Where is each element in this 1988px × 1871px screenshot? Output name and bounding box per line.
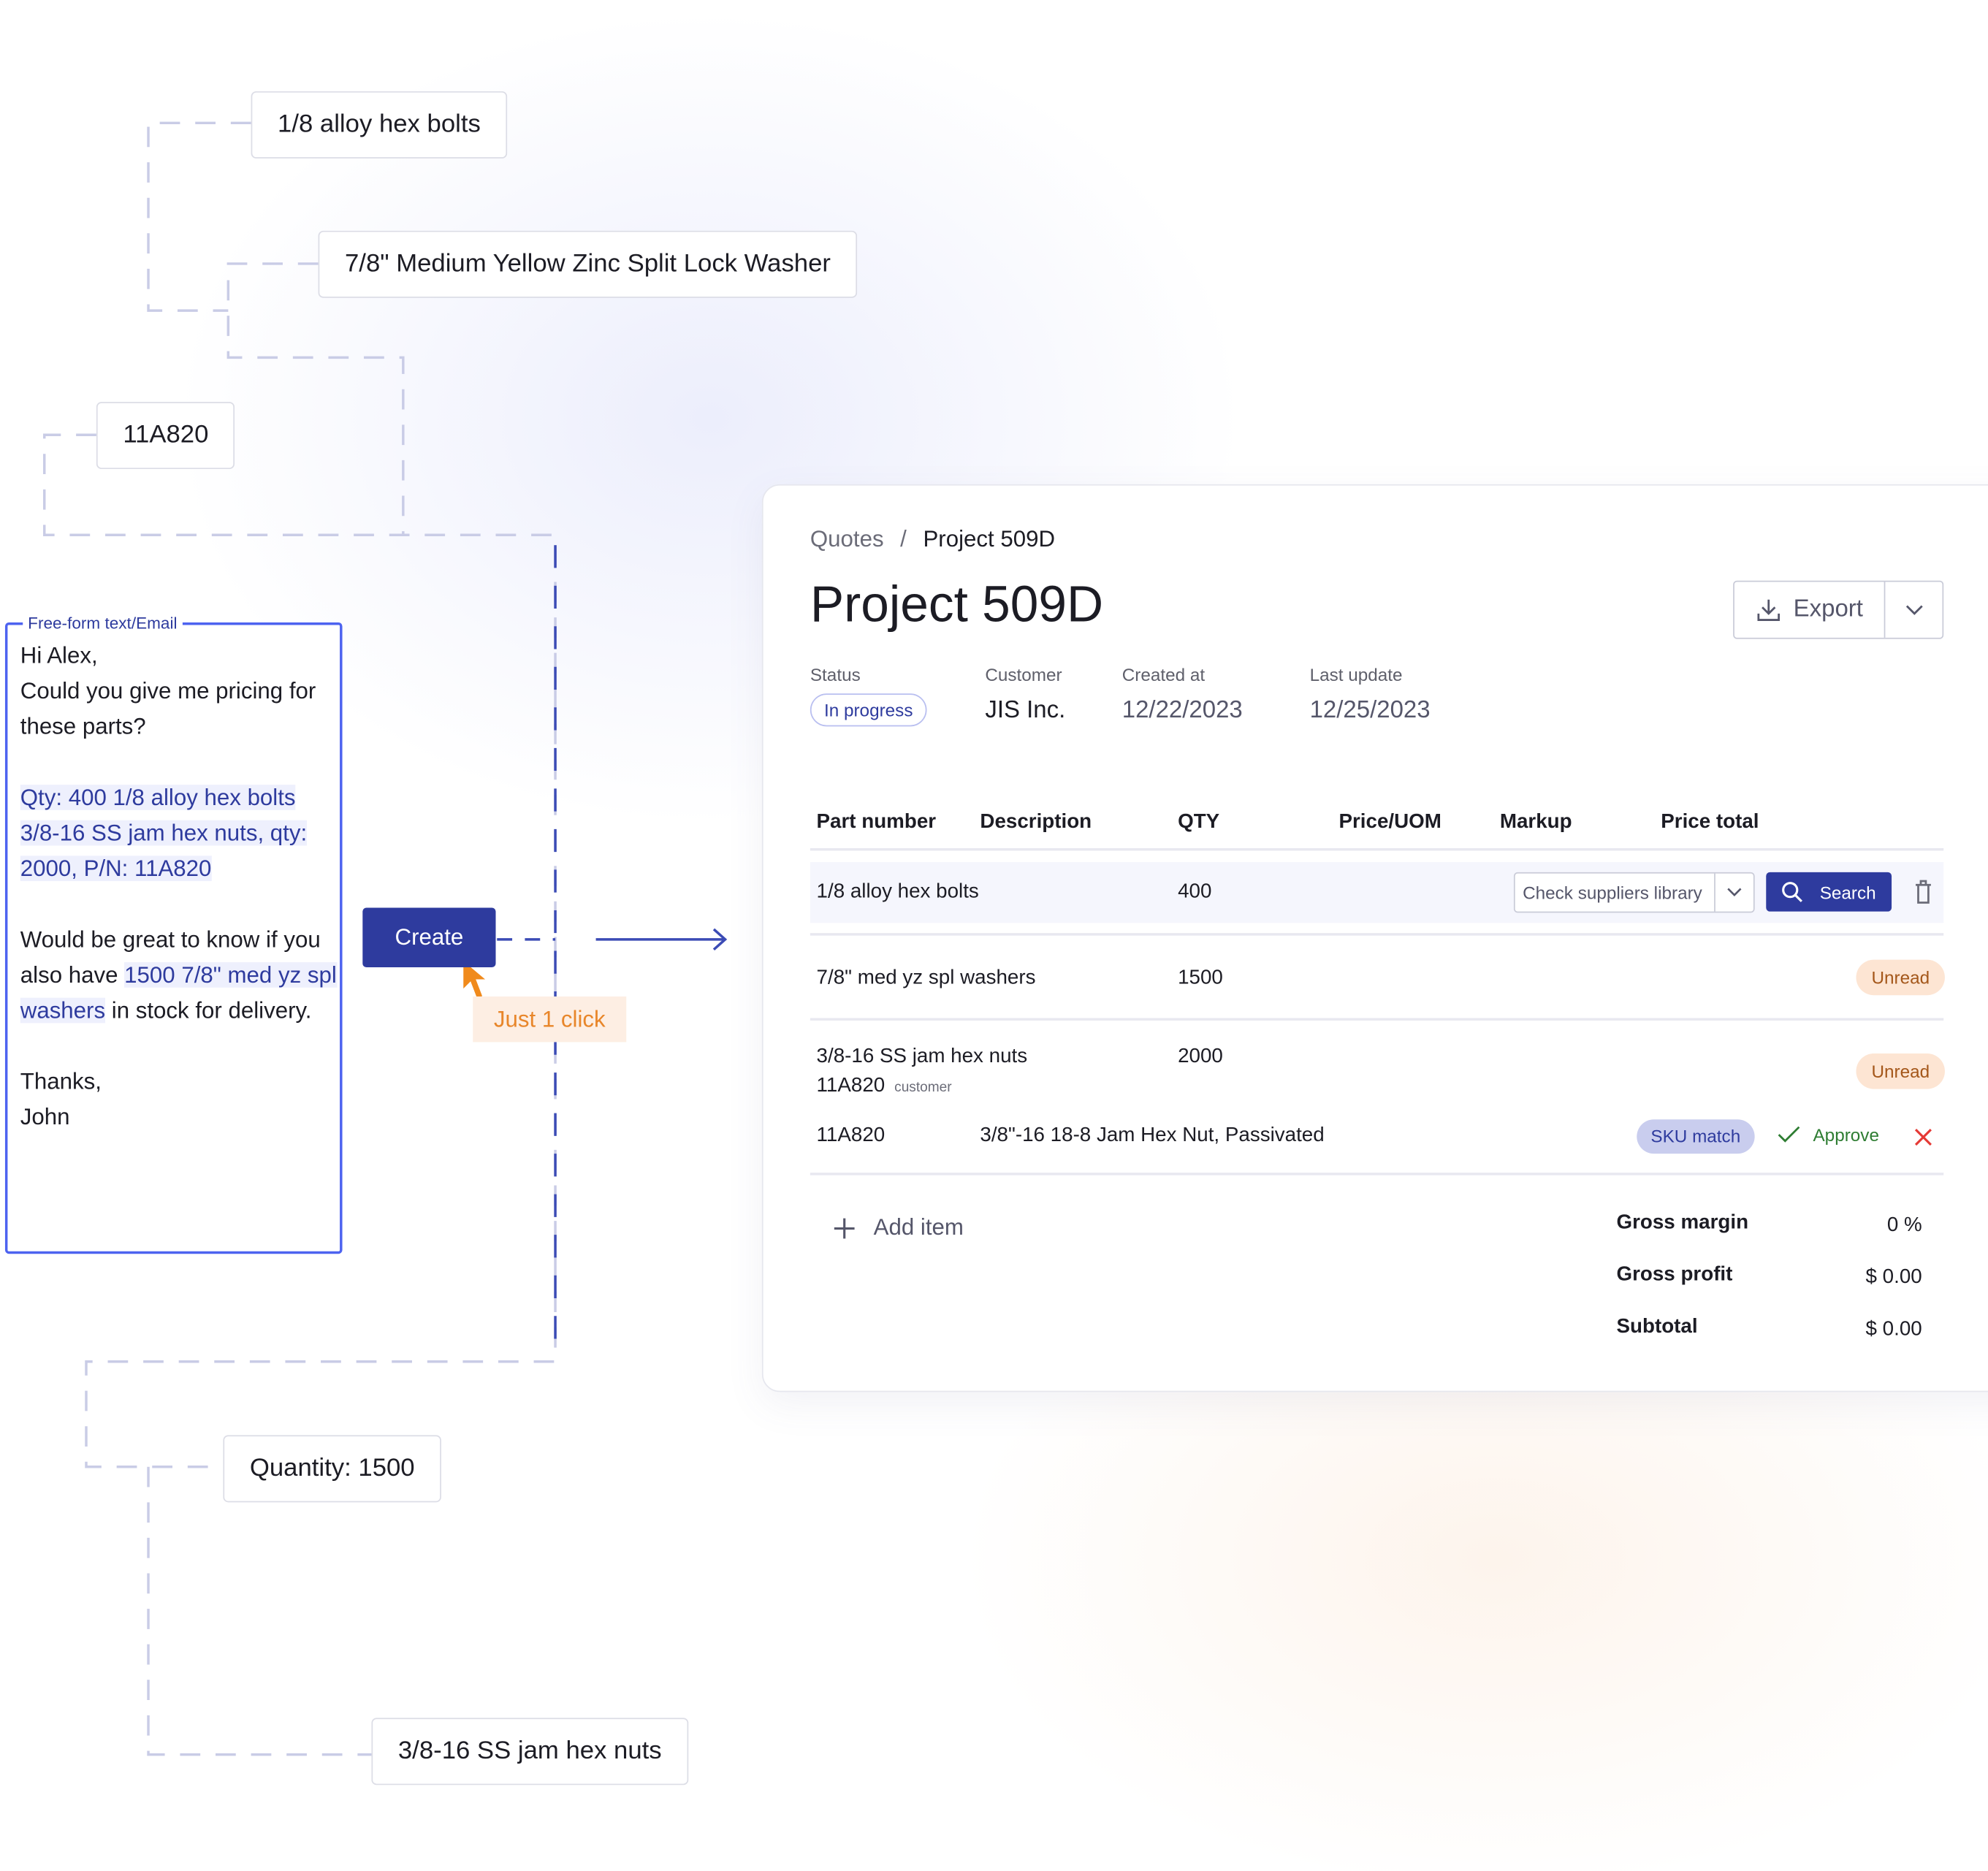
- col-price-uom: Price/UOM: [1338, 811, 1442, 834]
- table-row: 1/8 alloy hex bolts 400 Check suppliers …: [810, 862, 1944, 923]
- export-label: Export: [1793, 595, 1863, 623]
- chip-washer: 7/8" Medium Yellow Zinc Split Lock Washe…: [318, 230, 858, 298]
- add-item-label: Add item: [873, 1214, 964, 1241]
- email-ask: Could you give me pricing for these part…: [20, 678, 316, 739]
- customer-label: Customer: [985, 664, 1062, 685]
- highlight-bolts: Qty: 400 1/8 alloy hex bolts: [20, 785, 296, 810]
- updated-label: Last update: [1309, 664, 1403, 685]
- check-icon: [1778, 1126, 1800, 1143]
- chip-sku: 11A820: [96, 402, 235, 470]
- unread-badge: Unread: [1856, 959, 1945, 996]
- email-greeting: Hi Alex,: [20, 642, 98, 668]
- email-signature: John: [20, 1104, 70, 1130]
- email-thanks: Thanks,: [20, 1068, 102, 1094]
- col-part-number: Part number: [816, 811, 937, 834]
- arrow-right-icon: [595, 928, 728, 951]
- col-qty: QTY: [1178, 811, 1220, 834]
- breadcrumb: Quotes / Project 509D: [810, 526, 1055, 552]
- email-legend: Free-form text/Email: [23, 613, 183, 633]
- supplier-select-value: Check suppliers library: [1523, 882, 1702, 903]
- gross-margin-label: Gross margin: [1616, 1211, 1749, 1234]
- connector-nuts: [147, 1466, 372, 1756]
- customer-value: JIS Inc.: [985, 697, 1066, 724]
- gross-margin-value: 0 %: [1886, 1214, 1922, 1236]
- row-part: 3/8-16 SS jam hex nuts: [816, 1045, 1028, 1068]
- col-markup: Markup: [1499, 811, 1572, 834]
- sku-note: customer: [894, 1080, 952, 1096]
- row-part: 7/8" med yz spl washers: [816, 967, 1036, 989]
- download-icon: [1756, 599, 1780, 621]
- match-description: 3/8"-16 18-8 Jam Hex Nut, Passivated: [980, 1124, 1325, 1146]
- status-badge: In progress: [810, 693, 927, 727]
- chevron-down-icon: [1714, 873, 1753, 912]
- breadcrumb-current: Project 509D: [923, 526, 1056, 552]
- status-label: Status: [810, 664, 861, 685]
- connector-washer: [226, 262, 405, 536]
- reject-icon[interactable]: [1914, 1128, 1932, 1146]
- supplier-select[interactable]: Check suppliers library: [1513, 872, 1755, 913]
- highlight-nuts: 3/8-16 SS jam hex nuts, qty: 2000, P/N: …: [20, 820, 308, 882]
- quote-card: Quotes / Project 509D Project 509D Expor…: [761, 484, 1988, 1392]
- plus-icon: [834, 1217, 855, 1238]
- row-sku: 11A820: [816, 1075, 886, 1097]
- subtotal-label: Subtotal: [1616, 1316, 1698, 1338]
- approve-label: Approve: [1813, 1124, 1879, 1145]
- created-label: Created at: [1121, 664, 1206, 685]
- email-text: Would be great to know if you also have: [20, 926, 321, 988]
- gross-profit-value: $ 0.00: [1865, 1266, 1922, 1289]
- export-dropdown[interactable]: [1884, 582, 1943, 638]
- chip-nuts: 3/8-16 SS jam hex nuts: [371, 1718, 689, 1786]
- trash-icon[interactable]: [1914, 880, 1932, 905]
- approve-button[interactable]: Approve: [1778, 1124, 1879, 1145]
- email-text-end: in stock for delivery.: [105, 997, 312, 1024]
- row-qty: 2000: [1178, 1045, 1223, 1068]
- chip-quantity: Quantity: 1500: [223, 1435, 442, 1503]
- click-note: Just 1 click: [473, 996, 627, 1043]
- updated-value: 12/25/2023: [1309, 697, 1431, 724]
- created-value: 12/22/2023: [1121, 697, 1243, 724]
- breadcrumb-quotes[interactable]: Quotes: [810, 526, 884, 552]
- match-part: 11A820: [816, 1124, 886, 1146]
- row-qty: 1500: [1178, 967, 1223, 989]
- unread-badge: Unread: [1856, 1053, 1945, 1089]
- page-title: Project 509D: [810, 576, 1104, 633]
- chip-bolts: 1/8 alloy hex bolts: [251, 91, 508, 159]
- export-group: Export: [1733, 580, 1944, 639]
- search-icon: [1782, 881, 1803, 902]
- chevron-down-icon: [1905, 605, 1922, 615]
- create-button[interactable]: Create: [362, 907, 496, 968]
- breadcrumb-separator: /: [900, 526, 907, 552]
- search-label: Search: [1819, 881, 1876, 902]
- row-part: 1/8 alloy hex bolts: [816, 881, 979, 903]
- sku-match-badge: SKU match: [1637, 1119, 1755, 1154]
- col-description: Description: [980, 811, 1092, 834]
- email-box: Free-form text/Email Hi Alex, Could you …: [4, 613, 343, 1254]
- connector-bolts: [147, 121, 251, 312]
- connector-sku: [43, 433, 557, 1468]
- export-button[interactable]: Export: [1734, 582, 1884, 638]
- search-button[interactable]: Search: [1766, 872, 1892, 912]
- col-price-total: Price total: [1661, 811, 1759, 834]
- gross-profit-label: Gross profit: [1616, 1264, 1733, 1286]
- subtotal-value: $ 0.00: [1865, 1318, 1922, 1341]
- row-qty: 400: [1178, 881, 1212, 903]
- add-item-button[interactable]: Add item: [833, 1214, 964, 1241]
